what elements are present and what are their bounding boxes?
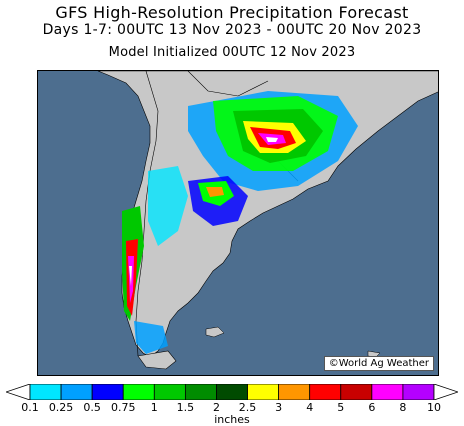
colorbar-bin <box>309 384 342 400</box>
model-init-time: Model Initialized 00UTC 12 Nov 2023 <box>108 45 356 60</box>
colorbar-bin <box>29 384 62 400</box>
colorbar-tick-label: 1.5 <box>176 401 195 414</box>
colorbar-tick-label: 1 <box>150 401 158 414</box>
forecast-period: Days 1-7: 00UTC 13 Nov 2023 - 00UTC 20 N… <box>42 22 422 38</box>
colorbar-bin <box>184 384 217 400</box>
colorbar-tick-label: 4 <box>306 401 314 414</box>
map-canvas <box>97 71 438 370</box>
map-credit: ©World Ag Weather <box>323 356 434 371</box>
land-tierra-del-fuego <box>137 350 177 370</box>
colorbar-bin <box>91 384 124 400</box>
country-borders <box>135 71 299 357</box>
colorbar-tick-label: 2 <box>212 401 220 414</box>
colorbar-bin <box>371 384 404 400</box>
land-falkland-islands <box>205 326 225 338</box>
precip-colorbar <box>6 384 458 400</box>
land-south-america <box>97 71 438 358</box>
colorbar-bin <box>340 384 373 400</box>
colorbar-bin <box>216 384 248 400</box>
colorbar-tick-label: 0.75 <box>110 401 136 414</box>
colorbar-bin <box>402 384 435 400</box>
colorbar-bin <box>153 384 186 400</box>
colorbar-tick-label: 0.1 <box>21 401 39 414</box>
colorbar-bin <box>122 384 155 400</box>
colorbar-bin <box>60 384 93 400</box>
colorbar-tick-label: 0.25 <box>48 401 74 414</box>
colorbar-tick-label: 5 <box>337 401 345 414</box>
colorbar-over-arrow <box>433 384 458 400</box>
colorbar-under-arrow <box>6 384 31 400</box>
colorbar-bin <box>278 384 311 400</box>
precipitation-map: ©World Ag Weather <box>37 70 439 376</box>
colorbar-bin <box>247 384 280 400</box>
colorbar-tick-label: 10 <box>427 401 441 414</box>
colorbar-tick-label: 0.5 <box>83 401 101 414</box>
colorbar-tick-label: 8 <box>399 401 407 414</box>
colorbar-tick-label: 2.5 <box>238 401 257 414</box>
colorbar-tick-label: 3 <box>275 401 283 414</box>
map-title: GFS High-Resolution Precipitation Foreca… <box>55 3 409 22</box>
colorbar-units: inches <box>214 413 250 426</box>
precip-field <box>122 91 358 354</box>
colorbar-tick-label: 6 <box>368 401 376 414</box>
